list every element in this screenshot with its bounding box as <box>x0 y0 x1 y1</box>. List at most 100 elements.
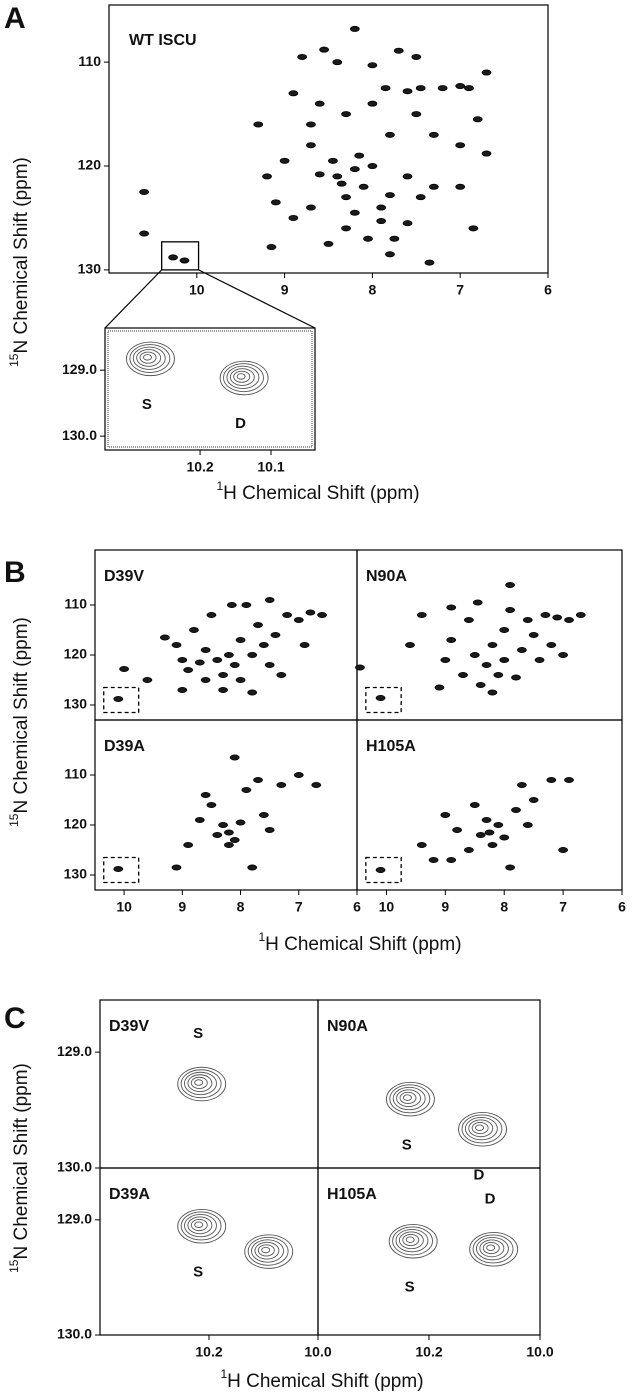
peak <box>189 627 199 634</box>
contour-level <box>247 1236 289 1266</box>
peak <box>376 218 387 225</box>
contour-level <box>395 1228 429 1253</box>
highlight-box <box>103 686 140 714</box>
contour-level <box>396 1089 422 1108</box>
peak <box>389 235 400 242</box>
peak <box>452 827 463 834</box>
peak <box>183 842 194 849</box>
peak <box>305 609 316 616</box>
peak <box>546 642 557 649</box>
panel-name: D39A <box>104 738 145 755</box>
peak <box>297 53 308 60</box>
peak <box>119 666 130 673</box>
peak <box>276 672 287 679</box>
peak <box>218 822 228 829</box>
axis-label-superscript: 15 <box>7 1259 21 1273</box>
contour-level <box>468 1119 494 1138</box>
y-tick-label: 130 <box>78 261 102 277</box>
x-tick-label: 10 <box>189 282 205 298</box>
peak <box>552 614 563 621</box>
contour-level <box>136 349 162 367</box>
peak <box>411 53 422 60</box>
peak <box>319 46 330 53</box>
peak <box>487 842 498 849</box>
peak <box>472 116 483 123</box>
peak-contours <box>388 1223 438 1259</box>
peak <box>177 687 188 694</box>
peak <box>332 59 343 66</box>
xlabel-axis-label: 1H Chemical Shift (ppm) <box>220 1367 423 1392</box>
x-tick-label: 10.2 <box>415 1344 442 1360</box>
peak <box>179 257 190 264</box>
contour-level <box>139 351 157 364</box>
peak <box>363 235 373 242</box>
contour-level <box>389 1084 431 1114</box>
peak <box>446 604 457 611</box>
axis-label-text: H Chemical Shift (ppm) <box>265 934 461 955</box>
peak <box>323 240 334 247</box>
peak-contours <box>244 1234 294 1269</box>
peak <box>258 812 269 819</box>
contour-level <box>187 1074 213 1093</box>
y-tick-label: 129.0 <box>62 361 97 377</box>
peak <box>139 188 150 195</box>
ylabel-axis-label: 15N Chemical Shift (ppm) <box>7 157 32 367</box>
peak <box>341 111 351 118</box>
peak <box>139 230 150 237</box>
contour-level <box>486 1244 496 1252</box>
peak <box>493 822 504 829</box>
peak <box>499 834 510 841</box>
axis-label-superscript: 15 <box>7 813 21 827</box>
peak <box>564 617 574 624</box>
axis-label-text: H Chemical Shift (ppm) <box>227 1371 423 1392</box>
peak <box>306 204 316 211</box>
peak <box>293 772 304 779</box>
panel-name: N90A <box>366 568 407 585</box>
panel-name: H105A <box>366 738 416 755</box>
axis-label-superscript: 15 <box>7 353 21 367</box>
peak <box>235 637 246 644</box>
peak <box>402 220 413 227</box>
x-tick-label: 9 <box>178 899 186 915</box>
contour-level <box>385 1081 435 1117</box>
x-tick-label: 8 <box>500 899 508 915</box>
peak <box>455 83 466 90</box>
peak <box>314 100 325 107</box>
plot-frame <box>108 4 549 274</box>
peak <box>253 777 263 784</box>
contour-level <box>471 1121 489 1135</box>
peak <box>229 754 240 761</box>
peak <box>226 602 237 609</box>
contour-level <box>469 1232 519 1267</box>
peak-contours <box>126 341 175 377</box>
peak <box>332 173 343 180</box>
peak <box>229 837 240 844</box>
peak <box>200 792 211 799</box>
y-tick-label: 110 <box>78 53 101 69</box>
peak <box>487 689 498 696</box>
peak <box>522 822 533 829</box>
contour-level <box>184 1213 217 1238</box>
panel-name: D39V <box>109 1018 149 1035</box>
contour-level <box>388 1223 438 1259</box>
contour-level <box>254 1241 280 1260</box>
peak <box>468 225 479 232</box>
peak <box>235 677 246 684</box>
contour-level <box>190 1076 208 1089</box>
peak <box>171 864 182 871</box>
peak <box>493 672 504 679</box>
peak <box>505 607 516 614</box>
y-tick-label: 129.0 <box>57 1043 92 1059</box>
x-tick-label: 9 <box>441 899 449 915</box>
contour-level <box>219 360 269 396</box>
peak <box>375 695 386 702</box>
peak <box>247 652 258 659</box>
inset-inner-frame <box>107 330 313 448</box>
peak-contours <box>177 1208 227 1244</box>
contour-level <box>132 346 166 370</box>
peak <box>168 254 178 261</box>
x-tick-label: 8 <box>237 899 245 915</box>
peak <box>241 787 252 794</box>
panel-letter: A <box>4 2 26 35</box>
